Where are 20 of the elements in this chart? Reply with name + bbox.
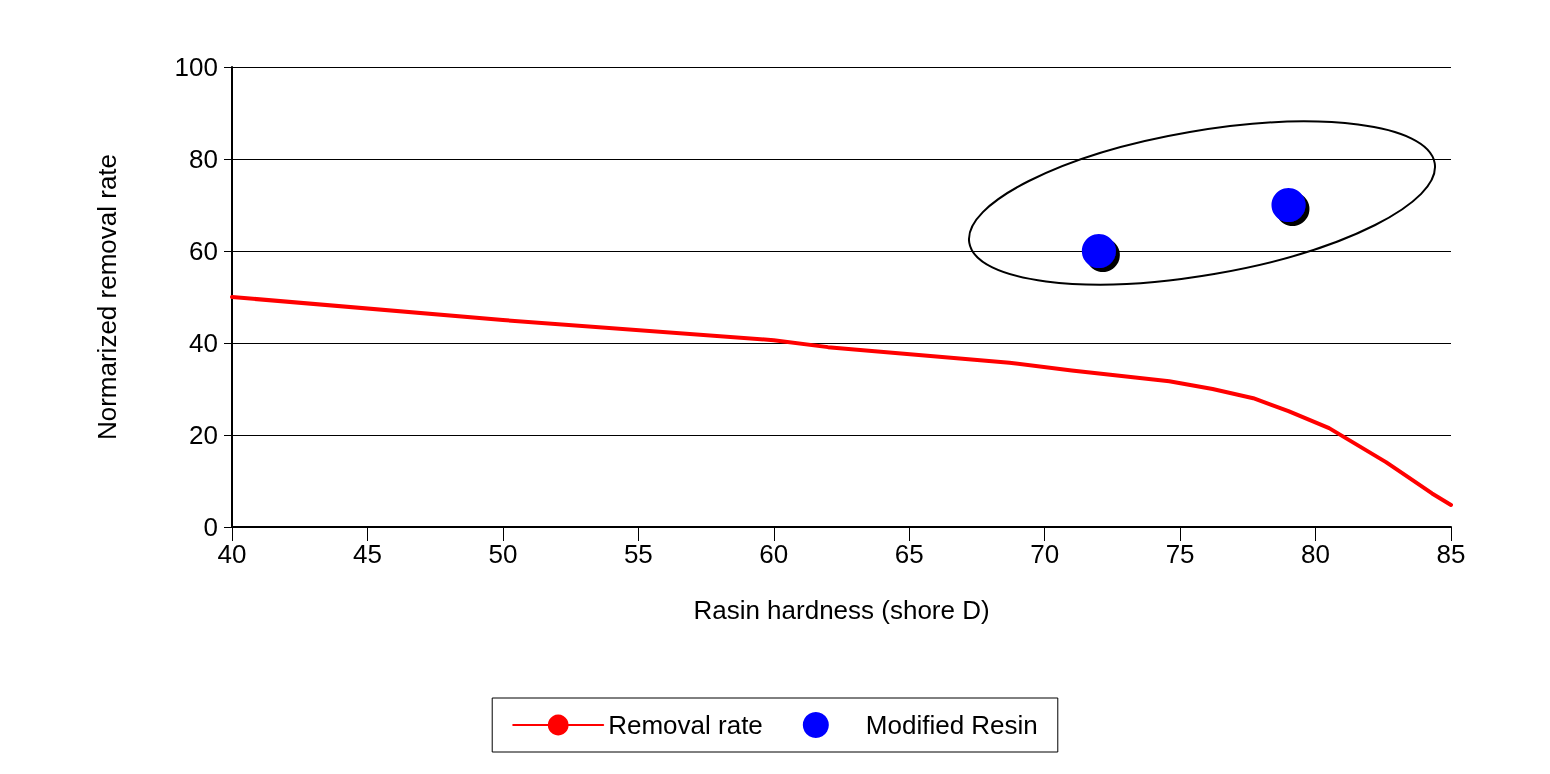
x-axis-title: Rasin hardness (shore D) — [693, 595, 990, 625]
y-tick-label: 100 — [174, 52, 218, 82]
legend-label: Modified Resin — [865, 710, 1038, 740]
y-tick-label: 20 — [189, 420, 218, 450]
x-tick-label: 70 — [1030, 539, 1060, 569]
x-tick-label: 40 — [217, 539, 247, 569]
y-axis-title: Normarized removal rate — [92, 153, 122, 441]
x-tick-label: 85 — [1436, 539, 1466, 569]
x-tick-label: 55 — [623, 539, 653, 569]
x-tick-label: 75 — [1165, 539, 1195, 569]
x-tick-label: 50 — [488, 539, 518, 569]
legend-label: Removal rate — [608, 710, 763, 740]
x-tick-label: 45 — [352, 539, 382, 569]
x-tick-label: 60 — [759, 539, 789, 569]
y-tick-label: 80 — [189, 144, 218, 174]
x-tick-label: 80 — [1301, 539, 1331, 569]
x-tick-label: 65 — [894, 539, 924, 569]
y-tick-label: 0 — [203, 512, 218, 542]
y-tick-label: 40 — [189, 328, 218, 358]
y-tick-label: 60 — [189, 236, 218, 266]
